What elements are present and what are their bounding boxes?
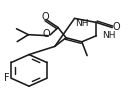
Text: O: O — [42, 12, 49, 22]
Text: NH: NH — [75, 19, 89, 28]
Text: O: O — [112, 22, 120, 32]
Text: O: O — [42, 29, 50, 39]
Text: NH: NH — [102, 31, 116, 40]
Text: F: F — [4, 73, 10, 83]
